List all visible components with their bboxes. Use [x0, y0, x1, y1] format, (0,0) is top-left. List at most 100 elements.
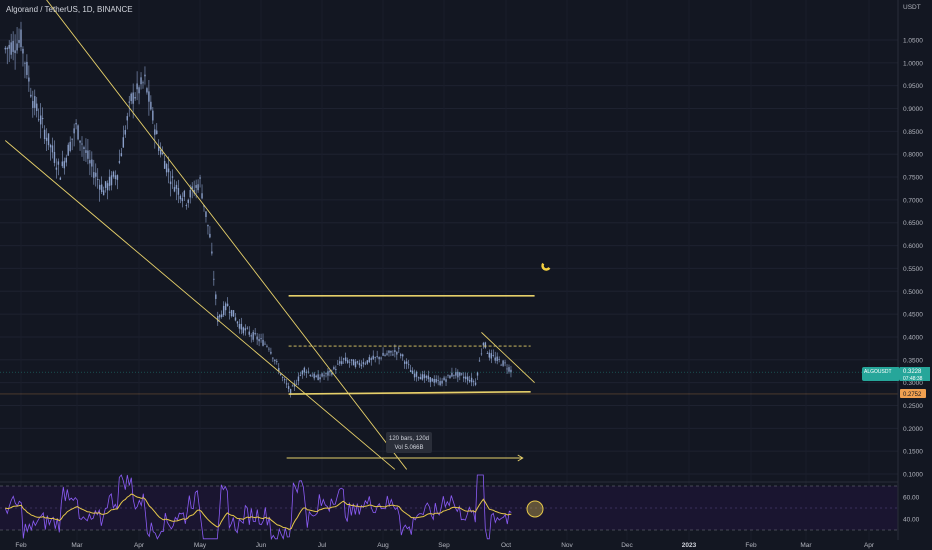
candle-body	[228, 311, 231, 313]
candle-body	[276, 361, 278, 362]
candle-body	[484, 342, 487, 348]
candle-body	[102, 190, 105, 196]
candle-body	[43, 129, 46, 140]
right-level-tag: 0.2752	[900, 389, 926, 398]
candle-body	[323, 375, 325, 377]
candle-body	[372, 355, 374, 360]
candle-body	[232, 310, 235, 317]
candle-body	[258, 339, 260, 342]
candle-body	[124, 130, 126, 135]
candle-body	[108, 176, 111, 186]
magnet-icon[interactable]	[539, 262, 551, 273]
falling-wedge-upper-line[interactable]	[7, 0, 408, 470]
candle-body	[6, 47, 8, 50]
candle-body	[463, 376, 465, 379]
candle-body	[404, 361, 406, 364]
price-tick-label: 0.2500	[903, 403, 923, 410]
candle-body	[193, 189, 195, 194]
candle-body	[394, 350, 396, 353]
candle-body	[191, 186, 193, 190]
candle-body	[280, 373, 282, 376]
candle-body	[154, 129, 156, 135]
candle-body	[254, 332, 256, 335]
candle-body	[494, 357, 496, 361]
candle-body	[213, 278, 215, 280]
price-tick-label: 0.7000	[903, 197, 923, 204]
price-axis[interactable]: 1.0500 1.0000 0.9500 0.9000 0.8500 0.8000 0.75…	[897, 0, 923, 540]
candle-body	[295, 383, 298, 385]
drawings-layer[interactable]	[4, 0, 535, 470]
range-support-line[interactable]	[288, 390, 531, 395]
falling-wedge-lower-line[interactable]	[4, 140, 396, 470]
candle-body	[112, 171, 115, 177]
candle-body	[482, 342, 485, 346]
candle-body	[250, 335, 252, 337]
candle-body	[400, 354, 402, 356]
measure-tooltip: 120 bars, 120d Vol 5.066B	[386, 432, 432, 453]
rsi-band	[0, 486, 898, 530]
candle-body	[272, 357, 274, 359]
candle-body	[57, 161, 60, 165]
candle-body	[38, 119, 40, 121]
candle-body	[297, 376, 300, 382]
candle-body	[285, 383, 288, 385]
rsi-highlight-circle[interactable]	[526, 500, 544, 518]
time-tick-label: Apr	[864, 542, 875, 549]
candle-body	[498, 359, 500, 360]
rsi-pane[interactable]: 60.00 40.00	[0, 474, 920, 541]
candle-body	[189, 190, 191, 198]
candle-body	[392, 354, 394, 356]
candle-body	[26, 61, 28, 75]
price-tick-label: 0.5000	[903, 289, 923, 296]
candle-body	[195, 185, 197, 188]
candle-body	[8, 44, 10, 49]
candle-body	[187, 199, 189, 203]
local-downtrend-line[interactable]	[481, 332, 535, 383]
candle-body	[104, 181, 107, 188]
candle-body	[441, 380, 443, 384]
rsi-tick-label: 40.00	[903, 517, 920, 524]
candle-body	[16, 43, 18, 51]
price-tick-label: 0.1000	[903, 472, 923, 479]
candle-body	[122, 137, 125, 148]
candle-body	[488, 352, 491, 358]
price-tick-label: 0.7500	[903, 175, 923, 182]
candle-body	[325, 372, 327, 374]
candle-body	[274, 359, 276, 362]
time-axis[interactable]: Feb Mar Apr May Jun Jul Aug Sep Oct Nov Dec 2023 Feb…	[15, 542, 874, 549]
last-price-value: 0.3228	[903, 369, 922, 375]
candle-body	[447, 374, 449, 376]
candle-body	[51, 145, 54, 153]
candle-body	[504, 362, 506, 364]
last-price-symbol: ALGOUSDT	[864, 369, 892, 375]
candle-body	[472, 381, 475, 383]
candle-body	[260, 338, 262, 339]
candle-body	[177, 188, 180, 195]
candle-body	[354, 361, 357, 368]
candle-body	[100, 184, 103, 193]
candle-body	[146, 88, 148, 93]
candle-body	[95, 172, 97, 177]
candle-body	[150, 101, 152, 110]
price-tick-label: 0.6000	[903, 243, 923, 250]
candle-body	[30, 94, 32, 97]
candle-body	[217, 315, 219, 322]
candle-body	[140, 77, 142, 85]
candle-body	[63, 161, 65, 169]
candle-body	[343, 358, 345, 360]
candle-body	[130, 93, 132, 102]
candle-body	[161, 152, 164, 155]
time-tick-label: May	[194, 542, 207, 549]
candle-body	[160, 149, 162, 155]
candle-body	[69, 141, 71, 151]
candle-body	[264, 343, 266, 345]
candle-body	[380, 357, 382, 359]
candle-body	[79, 140, 81, 143]
candle-body	[321, 373, 323, 377]
candle-body	[87, 150, 89, 159]
candle-body	[415, 371, 418, 377]
candle-body	[384, 354, 386, 356]
chart-title: Algorand / TetherUS, 1D, BINANCE	[6, 5, 133, 14]
